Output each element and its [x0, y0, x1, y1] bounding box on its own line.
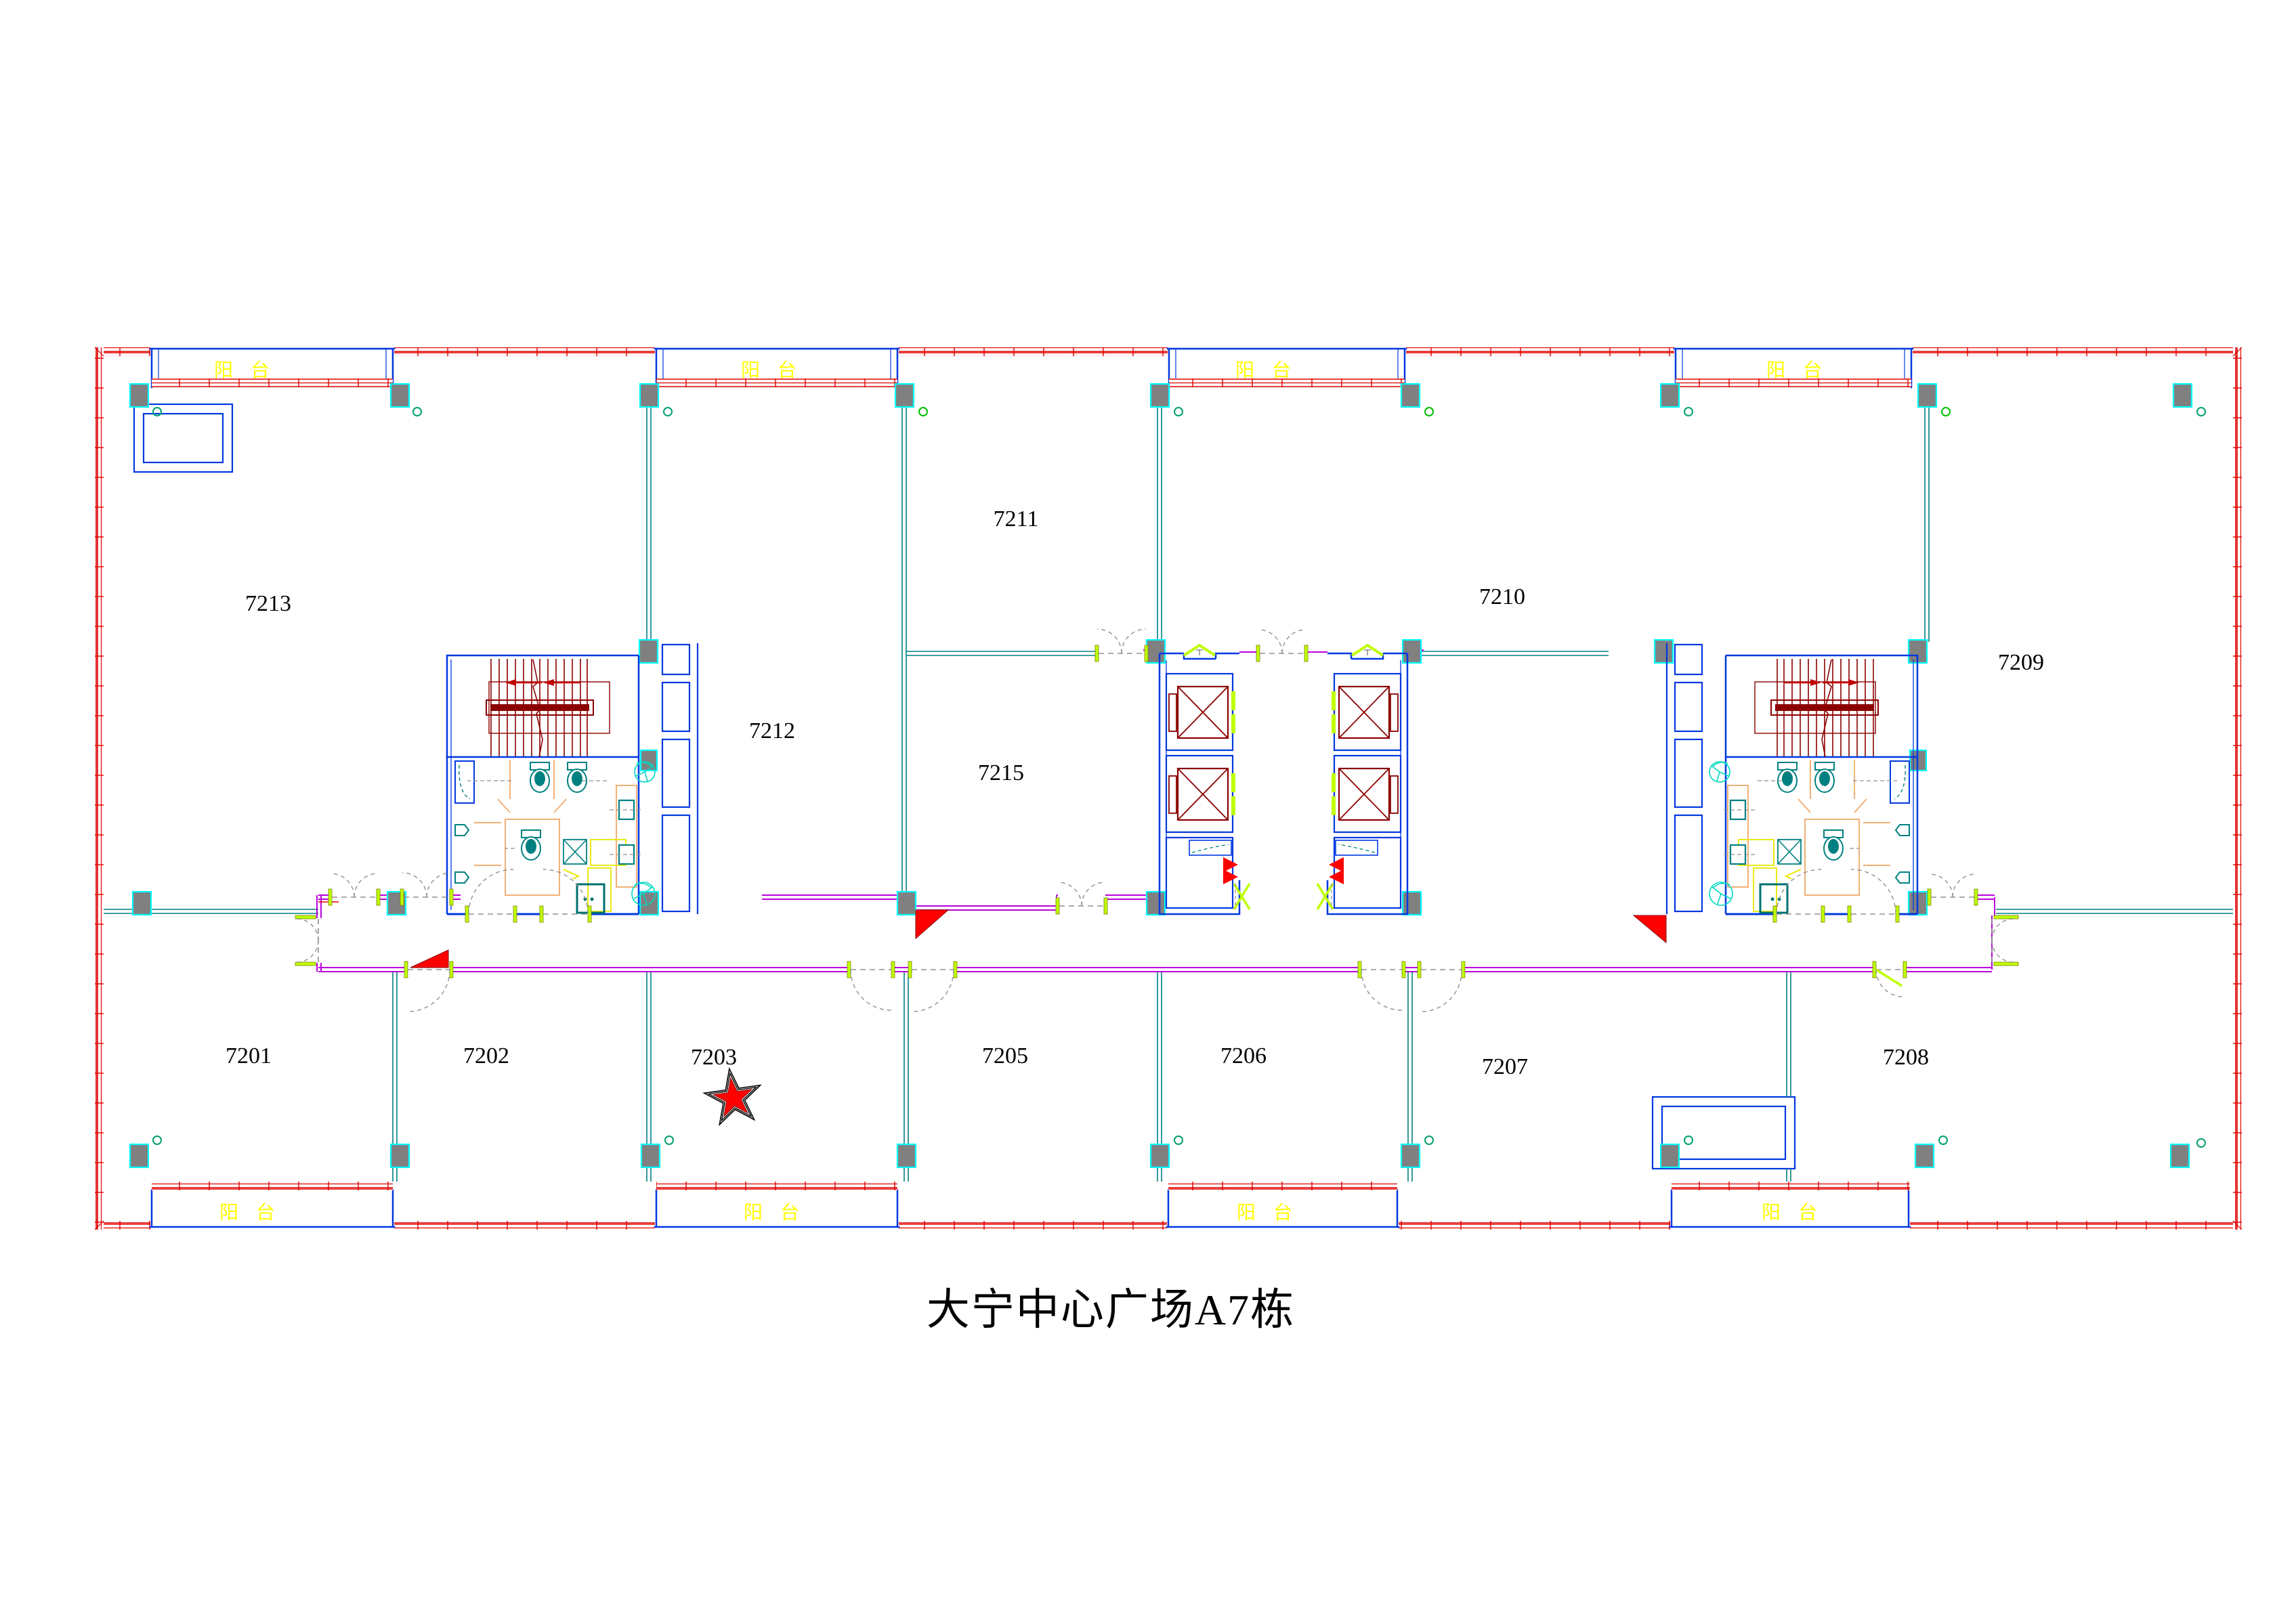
doors [295, 628, 2019, 1012]
partition-7213-7212 [646, 406, 652, 641]
balcony-label-bottom-4: 阳台 [1762, 1202, 1835, 1224]
room-label-7209: 7209 [1998, 650, 2044, 675]
room-label-7215: 7215 [978, 760, 1024, 785]
balcony-top-4 [1673, 346, 1914, 389]
location-star-marker [702, 1066, 762, 1127]
room-label-7211: 7211 [994, 506, 1039, 532]
balcony-top-1 [149, 346, 396, 389]
partition-7209-7208 [1996, 909, 2233, 914]
balcony-bottom-2 [654, 1182, 900, 1231]
balcony-label-top-4: 阳台 [1766, 360, 1840, 381]
balcony-label-bottom-2: 阳台 [744, 1202, 817, 1224]
door-7206 [1357, 961, 1406, 1011]
balcony-labels: 阳台 阳台 阳台 阳台 阳台 阳台 阳台 阳台 [214, 360, 1840, 1224]
planter-top-left [133, 403, 234, 473]
planter-bottom-right [1651, 1096, 1796, 1170]
door-corridor-west [295, 915, 319, 966]
exterior-walls [94, 347, 2242, 1230]
balcony-label-top-1: 阳台 [214, 360, 287, 381]
partition-7211-7215 [906, 651, 1097, 656]
room-label-7201: 7201 [226, 1043, 272, 1068]
room-label-7213: 7213 [245, 591, 291, 616]
plan-title: 大宁中心广场A7栋 [927, 1286, 1295, 1334]
room-labels: 7213 7211 7210 7209 7212 7215 7201 7202 … [226, 506, 2044, 1079]
door-7210 [1256, 629, 1309, 662]
room-label-7212: 7212 [749, 718, 795, 743]
exit-markers [410, 909, 1667, 968]
room-label-7210: 7210 [1479, 584, 1525, 609]
door-wc-left-2 [539, 869, 592, 923]
door-7203 [847, 961, 895, 1011]
door-wc-right-2 [1772, 869, 1825, 923]
exterior-wall-right [2233, 347, 2242, 1230]
partition-7210-7209 [1924, 406, 1930, 642]
door-7212 [400, 872, 454, 906]
room-label-7208: 7208 [1883, 1045, 1929, 1070]
stair-wc-core-left [446, 643, 699, 915]
door-7211 [1094, 628, 1149, 662]
balcony-top-2 [654, 346, 900, 389]
partition-7212-7211-7215 [901, 406, 907, 896]
partition-7207-7208 [1786, 972, 1791, 1182]
door-7205 [908, 961, 958, 1012]
door-7209 [1927, 873, 1978, 906]
balcony-label-bottom-3: 阳台 [1237, 1202, 1310, 1224]
door-7215 [1055, 882, 1108, 915]
balcony-bottom-4 [1669, 1182, 1911, 1231]
balcony-bottom-3 [1166, 1182, 1400, 1231]
room-label-7206: 7206 [1220, 1043, 1267, 1068]
door-7208 [1872, 961, 1907, 997]
door-wc-right-1 [1847, 869, 1900, 923]
pipe-markers [152, 407, 2206, 1148]
room-label-7203: 7203 [691, 1045, 737, 1070]
exit-wedge-7215 [915, 909, 950, 940]
planters [133, 403, 1796, 1170]
balcony-label-top-3: 阳台 [1235, 360, 1309, 381]
elevator-tower-left [1158, 643, 1251, 915]
balconies [149, 346, 1914, 1231]
balcony-label-top-2: 阳台 [741, 360, 814, 381]
balcony-bottom-1 [149, 1182, 396, 1231]
door-corridor-east [1991, 915, 2019, 966]
door-wc-left-1 [465, 869, 517, 923]
room-label-7205: 7205 [982, 1043, 1028, 1068]
elevator-tower-right [1316, 644, 1409, 915]
exit-wedge-corridor-west [410, 949, 449, 968]
room-label-7202: 7202 [463, 1043, 509, 1068]
exit-wedge-right-core [1632, 915, 1667, 944]
door-7207 [1417, 961, 1466, 1012]
room-label-7207: 7207 [1482, 1054, 1528, 1079]
door-7213 [328, 873, 381, 906]
door-7202 [404, 961, 454, 1012]
partition-7210-lobby [1416, 651, 1609, 656]
partition-7211-7210 [1157, 406, 1162, 642]
balcony-label-bottom-1: 阳台 [219, 1202, 293, 1224]
exterior-wall-left [95, 347, 104, 1230]
stair-wc-core-right [1665, 642, 1919, 915]
balcony-top-3 [1166, 346, 1407, 389]
